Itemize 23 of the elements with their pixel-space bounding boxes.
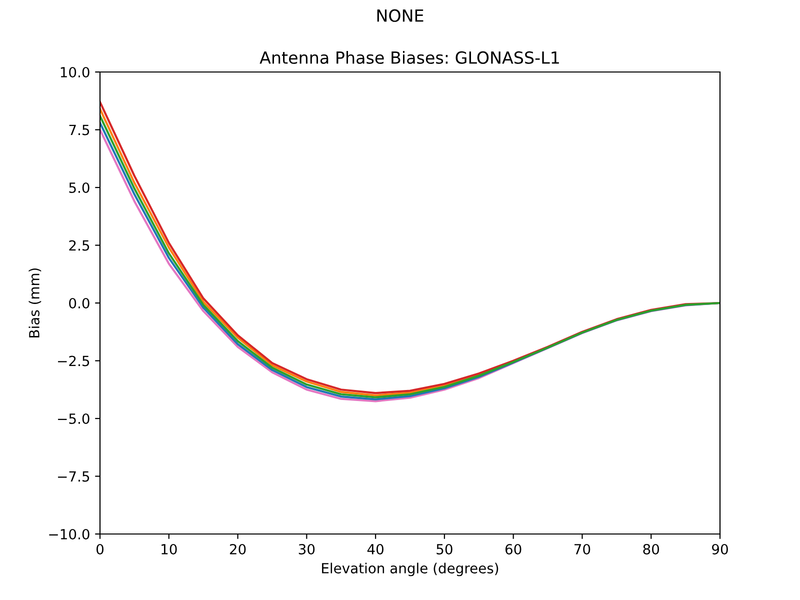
x-axis-title: Elevation angle (degrees) (322, 562, 498, 576)
x-tick-label: 40 (367, 544, 384, 554)
y-tick-label: 2.5 (69, 240, 90, 251)
x-tick-label: 20 (230, 544, 246, 554)
x-tick-label: 50 (436, 544, 452, 554)
chart-title: Antenna Phase Biases: GLONASS-L1 (260, 51, 559, 64)
y-tick-label: −7.5 (58, 471, 90, 482)
y-tick-label: 0.0 (69, 298, 90, 308)
x-tick-label: 70 (574, 544, 590, 554)
y-tick-label: 5.0 (69, 182, 90, 193)
x-tick-label: 90 (712, 544, 728, 554)
x-tick-label: 80 (643, 544, 660, 554)
y-axis-title: Bias (mm) (28, 268, 42, 338)
x-tick-label: 60 (505, 544, 522, 554)
x-tick-label: 10 (162, 544, 177, 554)
x-tick-label: 0 (96, 544, 104, 554)
y-tick-label: 10.0 (60, 66, 90, 78)
y-tick-label: −5.0 (58, 413, 90, 424)
y-tick-label: −10.0 (49, 528, 90, 540)
x-tick-label: 30 (298, 544, 315, 554)
y-tick-label: 7.5 (69, 124, 90, 136)
y-tick-label: −2.5 (58, 356, 90, 366)
chart-subtitle: NONE (377, 9, 424, 22)
